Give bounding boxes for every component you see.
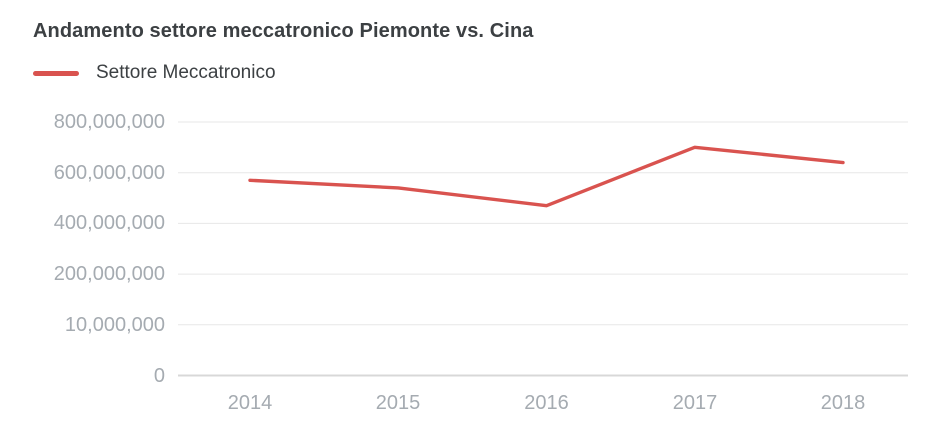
y-axis-label: 10,000,000 [64, 314, 165, 336]
series-line[interactable] [248, 145, 845, 208]
x-axis-label: 2014 [227, 392, 273, 414]
x-axis-label: 2017 [672, 392, 718, 414]
legend-label: Settore Meccatronico [96, 62, 276, 83]
y-axis-label: 0 [153, 365, 165, 387]
y-axis-label: 400,000,000 [53, 212, 165, 234]
legend-item-settore-meccatronico[interactable]: Settore Meccatronico [33, 61, 276, 85]
x-axis-label: 2018 [820, 392, 866, 414]
x-axis-label: 2015 [375, 392, 421, 414]
y-axis-label: 800,000,000 [53, 111, 165, 133]
x-axis-label: 2016 [524, 392, 569, 414]
legend-line-icon [33, 70, 79, 76]
chart-title: Andamento settore meccatronico Piemonte … [33, 20, 534, 42]
y-axis-label: 600,000,000 [53, 162, 165, 184]
y-axis-label: 200,000,000 [53, 263, 165, 285]
